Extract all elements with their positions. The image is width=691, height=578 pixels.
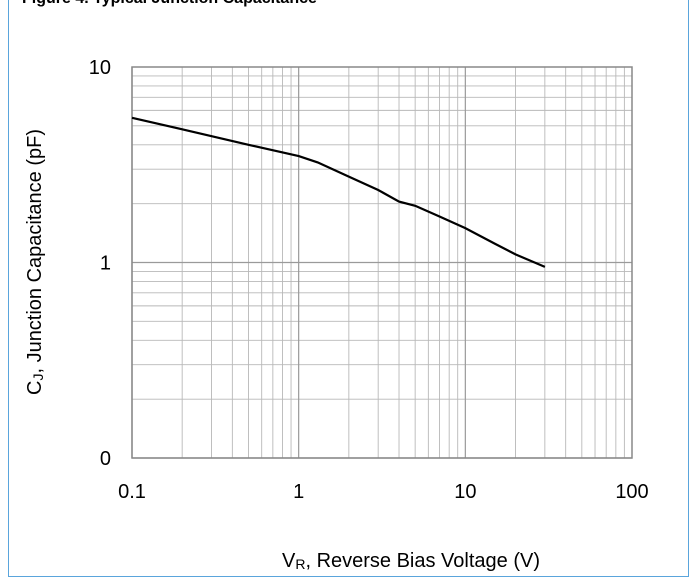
x-tick-label: 10 bbox=[454, 481, 476, 503]
y-axis-label: CJ, Junction Capacitance (pF) bbox=[24, 129, 46, 395]
y-tick-label: 1 bbox=[100, 253, 111, 275]
x-tick-labels: 0.1 1 10 100 bbox=[118, 481, 649, 503]
x-axis-label: VR, Reverse Bias Voltage (V) bbox=[282, 550, 540, 572]
x-tick-label: 100 bbox=[615, 481, 648, 503]
y-tick-label: 10 bbox=[89, 57, 111, 79]
chart-title: Figure 4. Typical Junction Capacitance bbox=[22, 0, 317, 8]
chart-frame bbox=[8, 0, 689, 577]
capacitance-curve bbox=[131, 116, 546, 268]
x-tick-label: 0.1 bbox=[118, 481, 146, 503]
y-tick-label: 0 bbox=[100, 448, 111, 470]
plot-border bbox=[131, 66, 633, 459]
x-tick-label: 1 bbox=[293, 481, 304, 503]
